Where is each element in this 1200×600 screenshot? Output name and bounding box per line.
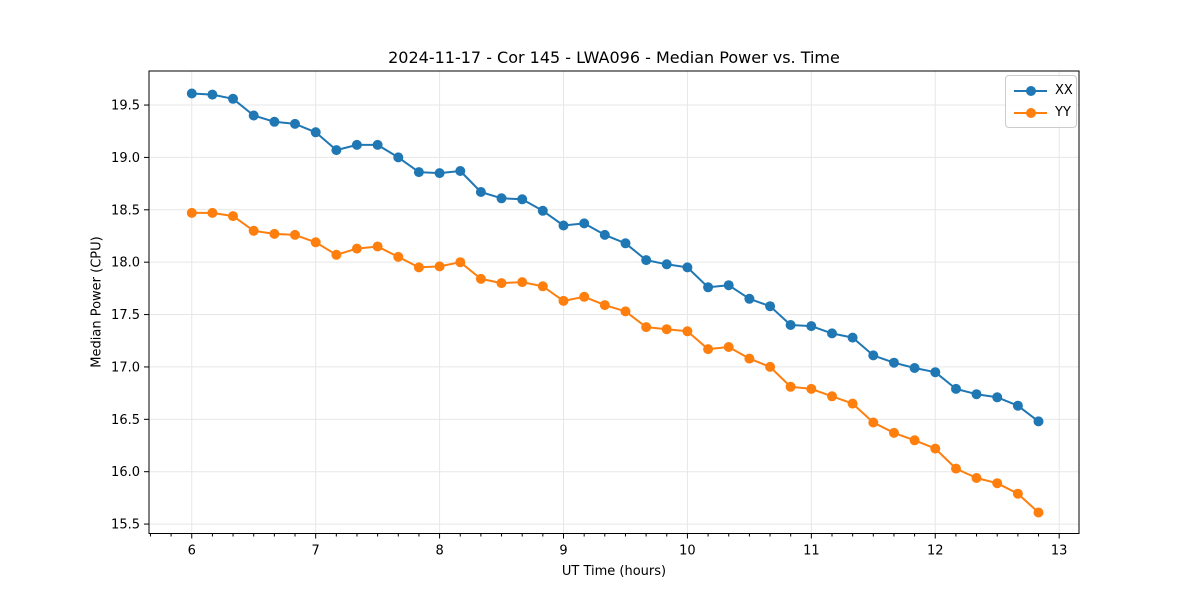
svg-text:12: 12 — [927, 544, 944, 559]
legend: XX YY — [1005, 75, 1077, 128]
svg-text:17.5: 17.5 — [111, 308, 140, 323]
x-axis-label: UT Time (hours) — [561, 564, 667, 579]
svg-text:19.5: 19.5 — [111, 99, 140, 114]
svg-text:16.0: 16.0 — [111, 465, 140, 480]
svg-text:8: 8 — [435, 544, 443, 559]
legend-line-marker-xx — [1014, 85, 1047, 96]
svg-text:15.5: 15.5 — [111, 518, 140, 533]
svg-text:7: 7 — [312, 544, 320, 559]
svg-text:18.5: 18.5 — [111, 203, 140, 218]
svg-text:18.0: 18.0 — [111, 256, 140, 271]
legend-marker-icon — [1025, 85, 1036, 96]
svg-text:9: 9 — [559, 544, 567, 559]
legend-line-marker-yy — [1014, 107, 1047, 118]
legend-marker-icon — [1025, 107, 1036, 118]
svg-text:13: 13 — [1051, 544, 1068, 559]
legend-label-yy: YY — [1055, 105, 1071, 120]
y-axis-label: Median Power (CPU) — [89, 236, 105, 368]
svg-text:10: 10 — [679, 544, 696, 559]
svg-text:6: 6 — [188, 544, 196, 559]
svg-text:19.0: 19.0 — [111, 151, 140, 166]
legend-item-xx: XX — [1014, 81, 1073, 100]
legend-item-yy: YY — [1014, 103, 1071, 122]
svg-text:17.0: 17.0 — [111, 360, 140, 375]
legend-label-xx: XX — [1055, 83, 1073, 98]
chart-title: 2024-11-17 - Cor 145 - LWA096 - Median P… — [388, 48, 840, 67]
svg-text:16.5: 16.5 — [111, 413, 140, 428]
svg-text:11: 11 — [803, 544, 820, 559]
